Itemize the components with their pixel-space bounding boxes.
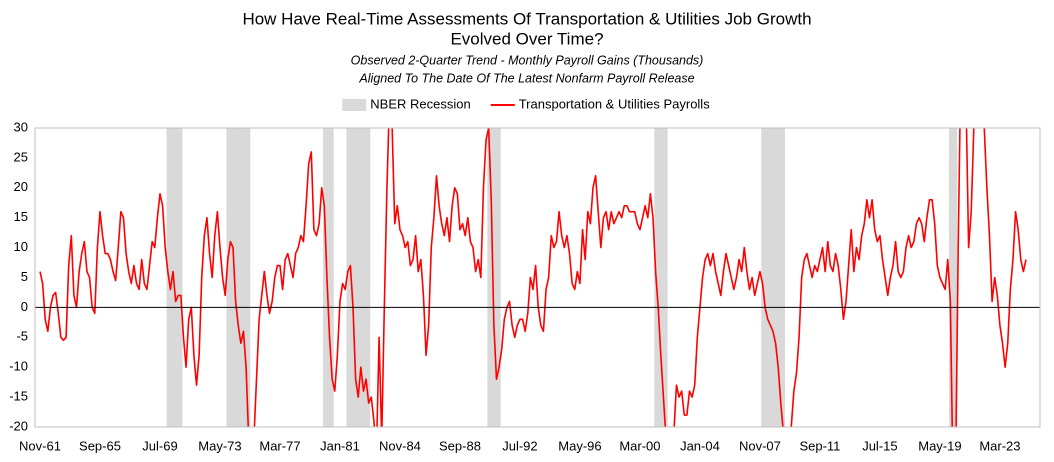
recession-bar	[169, 128, 173, 427]
recession-bar	[179, 128, 183, 427]
recession-bar	[354, 128, 358, 427]
y-tick-label: 15	[14, 209, 28, 224]
x-tick-label: Jan-81	[320, 438, 360, 453]
y-tick-label: -15	[9, 389, 28, 404]
line-layer	[39, 128, 1027, 427]
y-tick-label: -5	[16, 329, 28, 344]
y-tick-label: 20	[14, 179, 28, 194]
recession-bar	[776, 128, 780, 427]
x-tick-label: May-96	[558, 438, 601, 453]
recession-bar	[763, 128, 767, 427]
recession-bar	[367, 128, 371, 427]
recession-bar	[174, 128, 178, 427]
recession-bar	[242, 128, 246, 427]
chart-title: How Have Real-Time Assessments Of Transp…	[242, 9, 811, 28]
recession-bar	[766, 128, 770, 427]
recession-bar	[346, 128, 350, 427]
recession-bar	[328, 128, 332, 427]
recession-bar	[364, 128, 368, 427]
chart-title: Evolved Over Time?	[450, 29, 603, 48]
recession-bar	[176, 128, 180, 427]
x-tick-label: Nov-84	[379, 438, 421, 453]
recession-bar	[359, 128, 363, 427]
recession-bar	[949, 128, 952, 427]
recession-bar	[492, 128, 496, 427]
y-tick-label: -20	[9, 418, 28, 433]
x-tick-label: Mar-00	[619, 438, 660, 453]
recession-bar	[769, 128, 772, 427]
x-tick-label: Nov-07	[739, 438, 781, 453]
recession-bar	[662, 128, 666, 427]
y-tick-label: -10	[9, 359, 28, 374]
plot-frame	[34, 127, 1041, 428]
x-tick-label: Jul-69	[142, 438, 177, 453]
recession-bar	[351, 128, 355, 427]
x-tick-label: Jan-04	[680, 438, 720, 453]
recession-bar	[330, 128, 334, 427]
recession-bar	[761, 128, 765, 427]
x-tick-label: Mar-77	[259, 438, 300, 453]
recession-bar	[954, 128, 958, 427]
x-tick-label: Mar-23	[979, 438, 1020, 453]
legend-label: NBER Recession	[370, 96, 470, 111]
recession-bar	[226, 128, 230, 427]
recession-bar	[779, 128, 783, 427]
recession-bar	[497, 128, 501, 427]
recession-bar	[495, 128, 499, 427]
x-tick-label: Sep-11	[799, 438, 840, 453]
legend-swatch	[342, 99, 367, 111]
recession-bar	[664, 128, 668, 427]
x-tick-label: May-73	[198, 438, 241, 453]
recession-bar	[323, 128, 326, 427]
y-tick-label: 0	[21, 299, 28, 314]
recession-bar	[362, 128, 366, 427]
x-tick-label: Jul-15	[862, 438, 897, 453]
y-tick-label: 10	[14, 239, 28, 254]
x-tick-label: Sep-88	[439, 438, 481, 453]
y-tick-label: 25	[14, 149, 28, 164]
recession-bar	[774, 128, 778, 427]
legend-label: Transportation & Utilities Payrolls	[519, 96, 710, 111]
recession-bar	[771, 128, 775, 427]
recession-bar	[231, 128, 235, 427]
recession-bar	[229, 128, 233, 427]
payroll-line	[39, 128, 1027, 427]
x-tick-label: Jul-92	[502, 438, 537, 453]
y-tick-label: 30	[14, 119, 28, 134]
recession-bar	[356, 128, 360, 427]
recession-bar	[489, 128, 493, 427]
recession-bar	[236, 128, 240, 427]
x-tick-label: Sep-65	[79, 438, 121, 453]
recession-bar	[782, 128, 786, 427]
recession-bar	[247, 128, 251, 427]
chart-subtitle: Aligned To The Date Of The Latest Nonfar…	[358, 71, 694, 85]
recession-bar	[244, 128, 248, 427]
x-tick-label: May-19	[918, 438, 961, 453]
chart-subtitle: Observed 2-Quarter Trend - Monthly Payro…	[351, 53, 704, 67]
recession-bar	[239, 128, 243, 427]
y-tick-label: 5	[21, 269, 28, 284]
recession-bar	[656, 128, 660, 427]
recession-bar	[234, 128, 238, 427]
recession-bar	[487, 128, 491, 427]
x-tick-label: Nov-61	[19, 438, 61, 453]
recession-bands	[166, 128, 958, 427]
recession-bar	[659, 128, 663, 427]
recession-bar	[951, 128, 955, 427]
